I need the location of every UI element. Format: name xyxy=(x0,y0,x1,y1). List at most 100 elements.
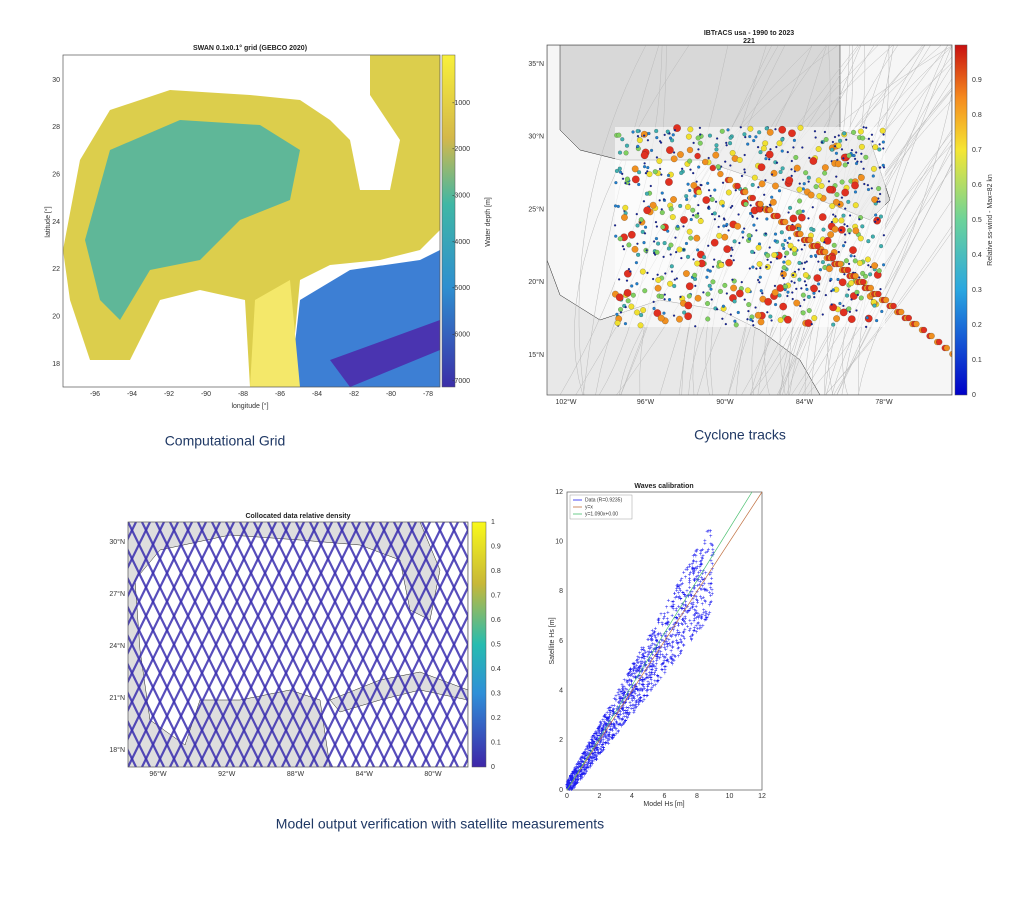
track-point xyxy=(692,214,695,217)
scatter-point: + xyxy=(598,728,602,734)
scatter-point: + xyxy=(595,736,599,742)
scatter-point: + xyxy=(595,755,599,761)
scatter-point: + xyxy=(653,672,657,678)
swath xyxy=(407,641,468,767)
track-point xyxy=(838,301,842,305)
track-point xyxy=(666,229,670,233)
track-point xyxy=(788,236,792,240)
y-tick-label: 15°N xyxy=(528,351,544,359)
scatter-point: + xyxy=(700,561,704,567)
track-point xyxy=(679,170,684,175)
scatter-point: + xyxy=(670,604,674,610)
track-point xyxy=(857,260,863,266)
scatter-point: + xyxy=(630,680,634,686)
track-point xyxy=(707,189,711,192)
scatter-point: + xyxy=(621,723,625,729)
scatter-point: + xyxy=(699,594,703,600)
scatter-point: + xyxy=(589,757,593,763)
track-point xyxy=(802,182,806,186)
scatter-point: + xyxy=(574,781,578,787)
scatter-point: + xyxy=(571,770,575,776)
swath xyxy=(128,662,179,767)
track-point xyxy=(789,214,798,223)
scatter-point: + xyxy=(606,738,610,744)
scatter-point: + xyxy=(642,678,646,684)
track-point xyxy=(656,241,661,246)
track-point xyxy=(876,218,879,221)
scatter-point: + xyxy=(666,660,670,666)
colorbar-tick-label: 0.6 xyxy=(491,617,501,624)
scatter-point: + xyxy=(669,655,673,661)
scatter-point: + xyxy=(673,591,677,597)
track-point xyxy=(827,231,835,238)
track-point xyxy=(712,151,720,159)
track-point xyxy=(784,315,792,324)
scatter-point: + xyxy=(673,654,677,660)
track-point xyxy=(679,295,682,298)
scatter-point: + xyxy=(583,768,587,774)
y-tick-label: 4 xyxy=(559,688,563,695)
scatter-point: + xyxy=(676,630,680,636)
scatter-point: + xyxy=(631,675,635,681)
scatter-point: + xyxy=(659,645,663,651)
scatter-point: + xyxy=(669,657,673,663)
scatter-point: + xyxy=(572,777,576,783)
scatter-point: + xyxy=(614,727,618,733)
scatter-point: + xyxy=(664,633,668,639)
scatter-point: + xyxy=(656,674,660,680)
track-point xyxy=(782,218,789,226)
track-point xyxy=(731,248,734,251)
track-point xyxy=(875,290,882,298)
scatter-point: + xyxy=(580,755,584,761)
track-point xyxy=(841,213,846,218)
scatter-point: + xyxy=(584,747,588,753)
scatter-point: + xyxy=(592,734,596,740)
scatter-point: + xyxy=(625,693,629,699)
track-point xyxy=(640,229,645,234)
scatter-point: + xyxy=(637,689,641,695)
scatter-point: + xyxy=(638,687,642,693)
scatter-point: + xyxy=(659,638,663,644)
scatter-point: + xyxy=(602,748,606,754)
colorbar-tick-label: 0.6 xyxy=(972,182,982,189)
scatter-point: + xyxy=(692,586,696,592)
scatter-point: + xyxy=(571,776,575,782)
scatter-point: + xyxy=(566,784,570,790)
track-point xyxy=(683,270,690,277)
scatter-point: + xyxy=(636,667,640,673)
track-point xyxy=(643,232,647,235)
swath xyxy=(379,584,468,767)
track-point xyxy=(737,213,740,216)
scatter-point: + xyxy=(575,767,579,773)
legend-entry: Data (R=0.9235) xyxy=(585,497,622,503)
track-point xyxy=(757,278,760,282)
scatter-point: + xyxy=(587,744,591,750)
scatter-point: + xyxy=(667,598,671,604)
track-point xyxy=(848,280,855,286)
track-point xyxy=(878,214,883,219)
scatter-point: + xyxy=(711,567,715,573)
scatter-point: + xyxy=(649,664,653,670)
scatter-point: + xyxy=(569,784,573,790)
scatter-point: + xyxy=(692,559,696,565)
scatter-point: + xyxy=(613,697,617,703)
track-point xyxy=(807,180,810,183)
scatter-point: + xyxy=(591,756,595,762)
scatter-point: + xyxy=(662,616,666,622)
scatter-point: + xyxy=(683,593,687,599)
track-point xyxy=(748,267,751,270)
track-point xyxy=(686,146,694,154)
scatter-point: + xyxy=(690,637,694,643)
scatter-point: + xyxy=(642,684,646,690)
scatter-point: + xyxy=(566,783,570,789)
scatter-point: + xyxy=(587,741,591,747)
colorbar-tick-label: 0.3 xyxy=(491,690,501,697)
scatter-point: + xyxy=(605,740,609,746)
scatter-point: + xyxy=(594,746,598,752)
scatter-point: + xyxy=(696,612,700,618)
swath xyxy=(128,522,249,767)
scatter-point: + xyxy=(690,562,694,568)
track-point xyxy=(642,288,648,294)
scatter-point: + xyxy=(647,645,651,651)
